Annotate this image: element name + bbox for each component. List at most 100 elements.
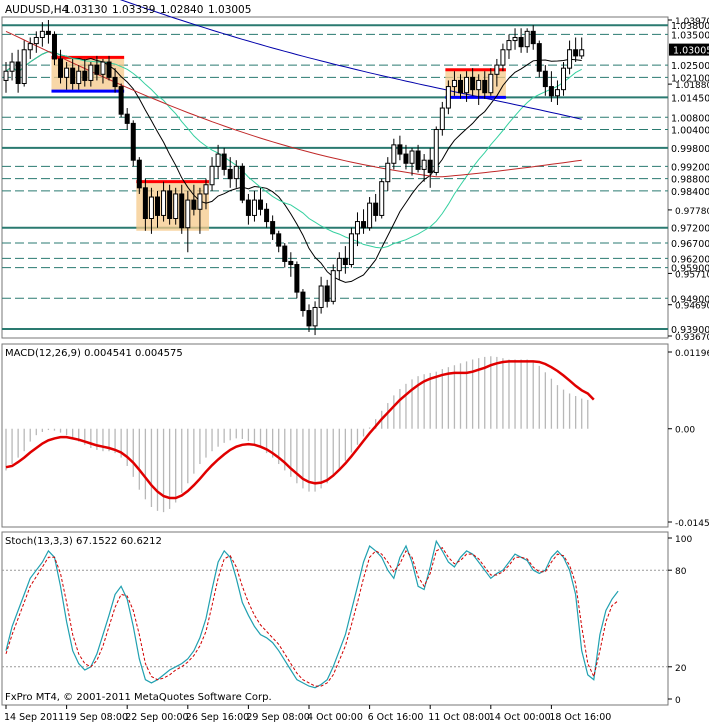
time-axis-label: 26 Sep 16:00 <box>186 712 249 723</box>
candle-body <box>421 159 427 170</box>
candle-body <box>524 30 530 48</box>
candle-body <box>482 79 488 94</box>
candle-body <box>130 122 136 161</box>
candle-body <box>39 30 45 38</box>
level-price-label: 1.00800 <box>671 113 709 124</box>
level-price-label: 0.95900 <box>671 264 709 275</box>
time-axis-label: 18 Oct 16:00 <box>549 712 611 723</box>
candle-body <box>227 168 233 180</box>
price-axis-label: 1.01880 <box>675 81 709 91</box>
candle-body <box>118 86 124 115</box>
candle-body <box>51 33 57 60</box>
time-axis-label: 14 Sep 2011 <box>4 712 64 723</box>
ohlc-high: 1.03339 <box>112 4 155 16</box>
candle-body <box>445 86 451 109</box>
candle-body <box>573 49 579 57</box>
candle-body <box>233 165 239 180</box>
time-axis-label: 19 Sep 08:00 <box>65 712 128 723</box>
candle-body <box>554 89 560 97</box>
candle-body <box>336 257 342 272</box>
candle-body <box>379 181 385 216</box>
candle-body <box>433 129 439 173</box>
time-axis-label: 29 Sep 08:00 <box>246 712 309 723</box>
candle-body <box>385 162 391 183</box>
last-price-label: 1.03005 <box>673 46 709 57</box>
candle-body <box>167 190 173 219</box>
candle-body <box>506 40 512 51</box>
stoch-main-line <box>5 539 619 689</box>
macd-axis-label: -0.014537 <box>675 519 709 529</box>
stoch-axis-label: 80 <box>675 567 687 577</box>
price-axis-label: 0.97780 <box>675 207 709 217</box>
macd-axis-label: 0.011964 <box>675 349 709 359</box>
stoch-series <box>2 539 668 689</box>
candle-body <box>15 61 21 85</box>
stoch-axis-label: 0 <box>675 696 681 706</box>
candle-body <box>76 70 82 85</box>
candle-body <box>324 285 330 302</box>
level-price-label: 0.96700 <box>671 239 709 250</box>
candle-body <box>561 67 567 91</box>
stoch-axis-label: 20 <box>675 664 687 674</box>
macd-series <box>5 356 595 513</box>
candle-body <box>148 196 154 219</box>
candle-body <box>191 199 197 210</box>
candle-body <box>215 153 221 167</box>
price-axis-label: 1.03970 <box>675 17 709 27</box>
candle-body <box>185 199 191 229</box>
level-price-label: 1.02100 <box>671 73 709 84</box>
candle-body <box>500 49 506 66</box>
candle-body <box>251 199 257 216</box>
candle-body <box>464 76 470 94</box>
candle-body <box>203 184 209 195</box>
candle-body <box>245 199 251 216</box>
candle-body <box>221 153 227 170</box>
candle-body <box>288 260 294 266</box>
last-price-box <box>669 43 709 56</box>
ma-slow-blue-line <box>119 0 582 120</box>
candle-body <box>470 76 476 91</box>
level-price-label: 0.93900 <box>671 325 709 336</box>
candle-body <box>33 36 39 45</box>
macd-axis: 0.011964 0.00 -0.014537 <box>668 349 709 529</box>
candle-body <box>264 208 270 223</box>
candle-body <box>548 86 554 97</box>
candle-body <box>294 264 300 293</box>
candle-body <box>518 36 524 48</box>
macd-pane-title: MACD(12,26,9) 0.004541 0.004575 <box>5 348 183 359</box>
candle-body <box>494 64 500 75</box>
candle-body <box>567 49 573 69</box>
ohlc-open: 1.03130 <box>64 4 107 16</box>
stoch-pane-frame <box>1 531 669 706</box>
candle-body <box>209 165 215 186</box>
candle-body <box>427 159 433 173</box>
ohlc-close: 1.03005 <box>208 4 251 16</box>
level-price-label: 0.99800 <box>671 144 709 155</box>
candle-body <box>488 73 494 94</box>
candle-body <box>306 310 312 327</box>
candle-body <box>391 144 397 164</box>
candles <box>3 20 585 336</box>
time-axis-label: 4 Oct 00:00 <box>307 712 363 723</box>
candle-body <box>173 193 179 219</box>
candle-body <box>112 76 118 88</box>
candle-body <box>82 70 88 81</box>
macd-axis-label: 0.00 <box>675 426 695 436</box>
price-axis-label: 0.94690 <box>675 302 709 312</box>
level-price-label: 0.96200 <box>671 254 709 265</box>
candle-body <box>3 70 9 81</box>
candle-body <box>300 291 306 312</box>
candle-body <box>403 153 409 164</box>
stoch-pane-title: Stoch(13,3,3) 67.1522 60.6212 <box>5 536 162 547</box>
candle-body <box>397 144 403 155</box>
candle-body <box>45 30 51 35</box>
candle-body <box>373 202 379 216</box>
level-price-label: 1.03800 <box>671 21 709 32</box>
stoch-signal-line <box>5 547 619 687</box>
candle-body <box>409 150 415 164</box>
candle-body <box>124 113 130 124</box>
candle-body <box>155 196 160 216</box>
